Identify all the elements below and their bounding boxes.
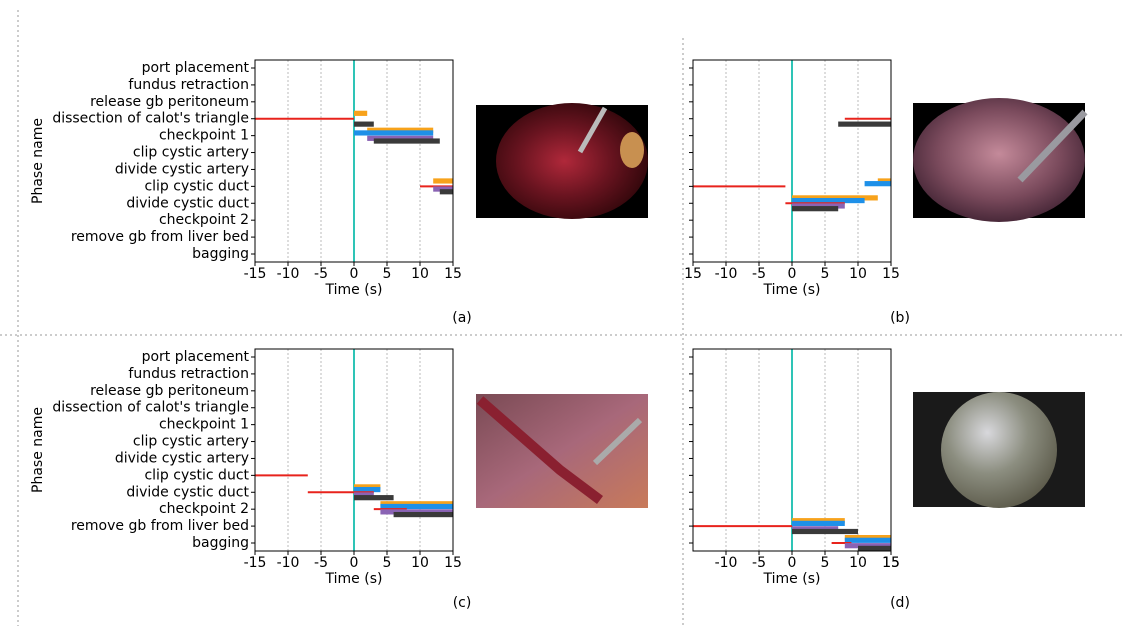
y-tick-label: clip cystic duct xyxy=(144,178,249,194)
y-tick-label: divide cystic duct xyxy=(126,195,249,211)
x-tick-label: 0 xyxy=(350,555,359,571)
caption: (d) xyxy=(890,595,910,611)
y-tick-label: bagging xyxy=(192,246,249,262)
interval-bar xyxy=(792,528,858,535)
interval-bar xyxy=(373,138,440,144)
y-axis-label: Phase name xyxy=(30,407,46,493)
interval-bar xyxy=(792,197,865,204)
x-tick-label: 5 xyxy=(821,555,830,571)
caption: (c) xyxy=(453,595,472,611)
x-tick-label: -5 xyxy=(752,266,766,282)
x-tick-label: 5 xyxy=(383,266,392,282)
interval-bar xyxy=(433,186,453,192)
x-tick-label: -10 xyxy=(277,555,300,571)
frame-image xyxy=(913,392,1085,508)
interval-bar xyxy=(792,203,845,209)
interval-bar xyxy=(439,189,453,195)
y-tick-label: checkpoint 1 xyxy=(159,417,249,433)
y-tick-label: port placement xyxy=(142,349,250,365)
y-tick-label: divide cystic artery xyxy=(115,161,249,177)
x-tick-label: 15 xyxy=(444,266,462,282)
y-tick-label: clip cystic artery xyxy=(133,434,249,450)
x-tick-label: 5 xyxy=(821,266,830,282)
x-tick-label: 10 xyxy=(411,555,429,571)
y-tick-label: divide cystic duct xyxy=(126,484,249,500)
x-tick-label: 0 xyxy=(350,266,359,282)
interval-bar xyxy=(393,511,453,518)
y-tick-label: checkpoint 1 xyxy=(159,128,249,144)
y-tick-label: checkpoint 2 xyxy=(159,212,249,228)
x-tick-label: -15 xyxy=(244,555,267,571)
interval-bar xyxy=(380,509,453,515)
x-axis-label: Time (s) xyxy=(763,571,821,587)
y-tick-label: bagging xyxy=(192,535,249,551)
caption: (b) xyxy=(890,310,910,326)
x-tick-label: 10 xyxy=(849,555,867,571)
y-tick-label: clip cystic artery xyxy=(133,145,249,161)
x-tick-label: 15 xyxy=(882,555,900,571)
x-tick-label: 0 xyxy=(788,266,797,282)
interval-bar xyxy=(792,518,845,524)
y-tick-label: fundus retraction xyxy=(128,366,249,382)
interval-bar xyxy=(354,484,381,490)
x-tick-label: -10 xyxy=(715,555,738,571)
frame-image xyxy=(913,98,1088,222)
x-tick-label: -10 xyxy=(277,266,300,282)
y-tick-label: dissection of calot's triangle xyxy=(52,400,249,416)
x-tick-label: 10 xyxy=(411,266,429,282)
interval-bar xyxy=(792,206,839,212)
y-tick-label: checkpoint 2 xyxy=(159,501,249,517)
x-axis-label: Time (s) xyxy=(325,282,383,298)
interval-bar xyxy=(858,545,891,551)
y-tick-label: release gb peritoneum xyxy=(90,94,249,110)
frame-image xyxy=(476,103,648,219)
x-tick-label: 0 xyxy=(788,555,797,571)
y-tick-label: remove gb from liver bed xyxy=(71,229,249,245)
x-tick-label: 10 xyxy=(849,266,867,282)
y-tick-label: divide cystic artery xyxy=(115,450,249,466)
interval-bar xyxy=(354,130,434,136)
x-tick-label: -5 xyxy=(314,555,328,571)
x-axis-label: Time (s) xyxy=(763,282,821,298)
x-tick-label: -5 xyxy=(314,266,328,282)
x-tick-label: 15 xyxy=(882,555,900,571)
interval-bar xyxy=(367,135,434,141)
interval-bar xyxy=(877,178,891,184)
interval-bar xyxy=(792,526,839,532)
interval-bar xyxy=(367,127,434,133)
y-tick-label: remove gb from liver bed xyxy=(71,518,249,534)
y-axis-label: Phase name xyxy=(30,118,46,204)
y-tick-label: port placement xyxy=(142,60,250,76)
interval-bar xyxy=(844,535,891,541)
interval-bar xyxy=(354,110,368,116)
interval-bar xyxy=(354,495,394,501)
frame-image xyxy=(476,394,648,508)
x-tick-label: -15 xyxy=(244,266,267,282)
interval-bar xyxy=(380,501,453,507)
x-tick-label: 15 xyxy=(684,266,702,282)
interval-bar xyxy=(844,543,891,549)
interval-bar xyxy=(792,520,845,526)
interval-bar xyxy=(792,195,878,201)
x-tick-label: -5 xyxy=(752,555,766,571)
x-tick-label: 15 xyxy=(882,266,900,282)
y-tick-label: dissection of calot's triangle xyxy=(52,111,249,127)
y-tick-label: clip cystic duct xyxy=(144,467,249,483)
interval-bar xyxy=(354,121,374,127)
interval-bar xyxy=(354,486,381,493)
interval-bar xyxy=(838,121,891,127)
x-axis-label: Time (s) xyxy=(325,571,383,587)
y-tick-label: release gb peritoneum xyxy=(90,383,249,399)
interval-bar xyxy=(354,492,374,498)
x-tick-label: 5 xyxy=(383,555,392,571)
x-tick-label: 15 xyxy=(444,555,462,571)
y-tick-label: fundus retraction xyxy=(128,77,249,93)
interval-bar xyxy=(864,181,891,187)
interval-bar xyxy=(844,537,891,543)
interval-bar xyxy=(380,503,453,510)
caption: (a) xyxy=(452,310,472,326)
interval-bar xyxy=(433,178,453,184)
x-tick-label: -10 xyxy=(715,266,738,282)
